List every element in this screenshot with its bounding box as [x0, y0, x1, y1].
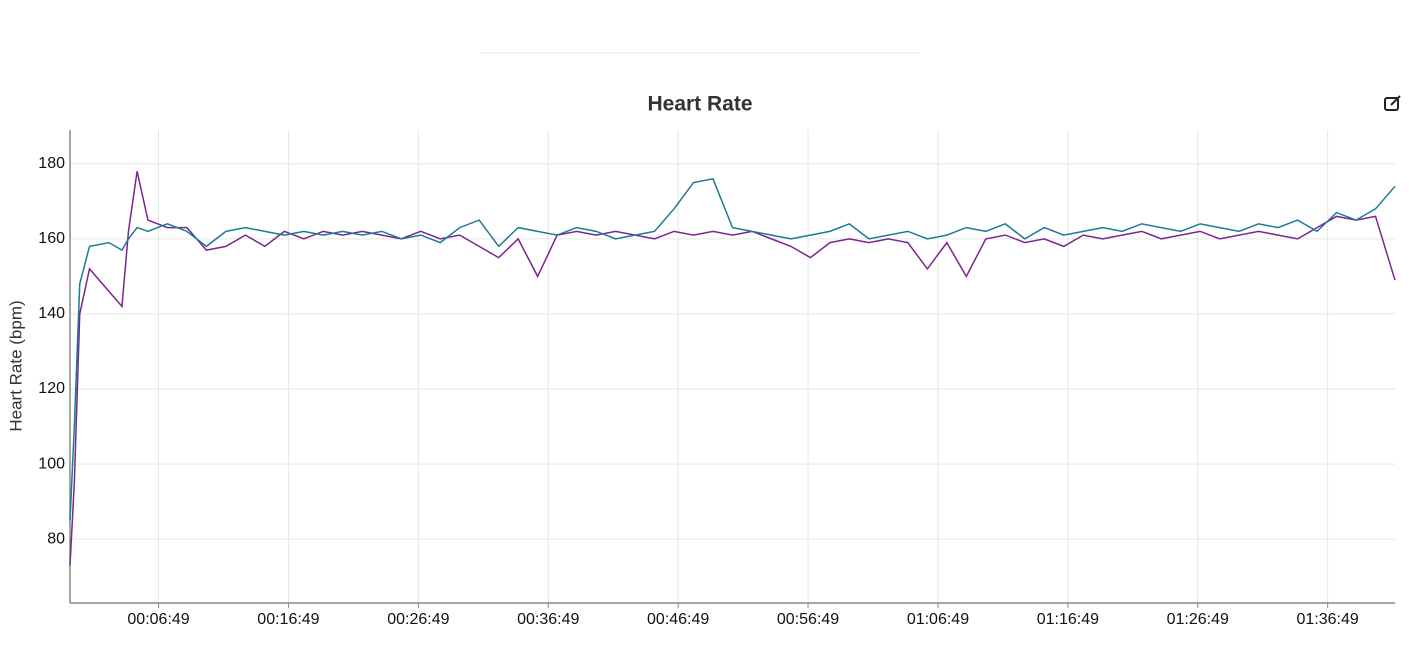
y-tick-label: 140 — [38, 305, 65, 322]
x-tick-label: 01:16:49 — [1037, 611, 1099, 628]
y-tick-label: 80 — [47, 530, 65, 547]
x-tick-label: 00:46:49 — [647, 611, 709, 628]
x-tick-label: 00:56:49 — [777, 611, 839, 628]
x-tick-label: 01:36:49 — [1297, 611, 1359, 628]
y-axis-label: Heart Rate (bpm) — [6, 300, 25, 431]
y-tick-label: 100 — [38, 455, 65, 472]
edit-icon[interactable] — [1384, 95, 1401, 111]
chart-title: Heart Rate — [647, 93, 752, 116]
y-tick-label: 120 — [38, 380, 65, 397]
icon-frame — [1384, 97, 1399, 111]
y-tick-label: 160 — [38, 230, 65, 247]
icon-pen — [1390, 95, 1401, 106]
x-tick-label: 00:36:49 — [517, 611, 579, 628]
line-series — [69, 177, 1396, 521]
x-tick-label: 01:26:49 — [1167, 611, 1229, 628]
y-tick-label: 180 — [38, 155, 65, 172]
x-tick-label: 00:06:49 — [127, 611, 189, 628]
x-tick-label: 00:16:49 — [257, 611, 319, 628]
x-tick-label: 01:06:49 — [907, 611, 969, 628]
x-tick-label: 00:26:49 — [387, 611, 449, 628]
line-series — [69, 171, 1396, 566]
